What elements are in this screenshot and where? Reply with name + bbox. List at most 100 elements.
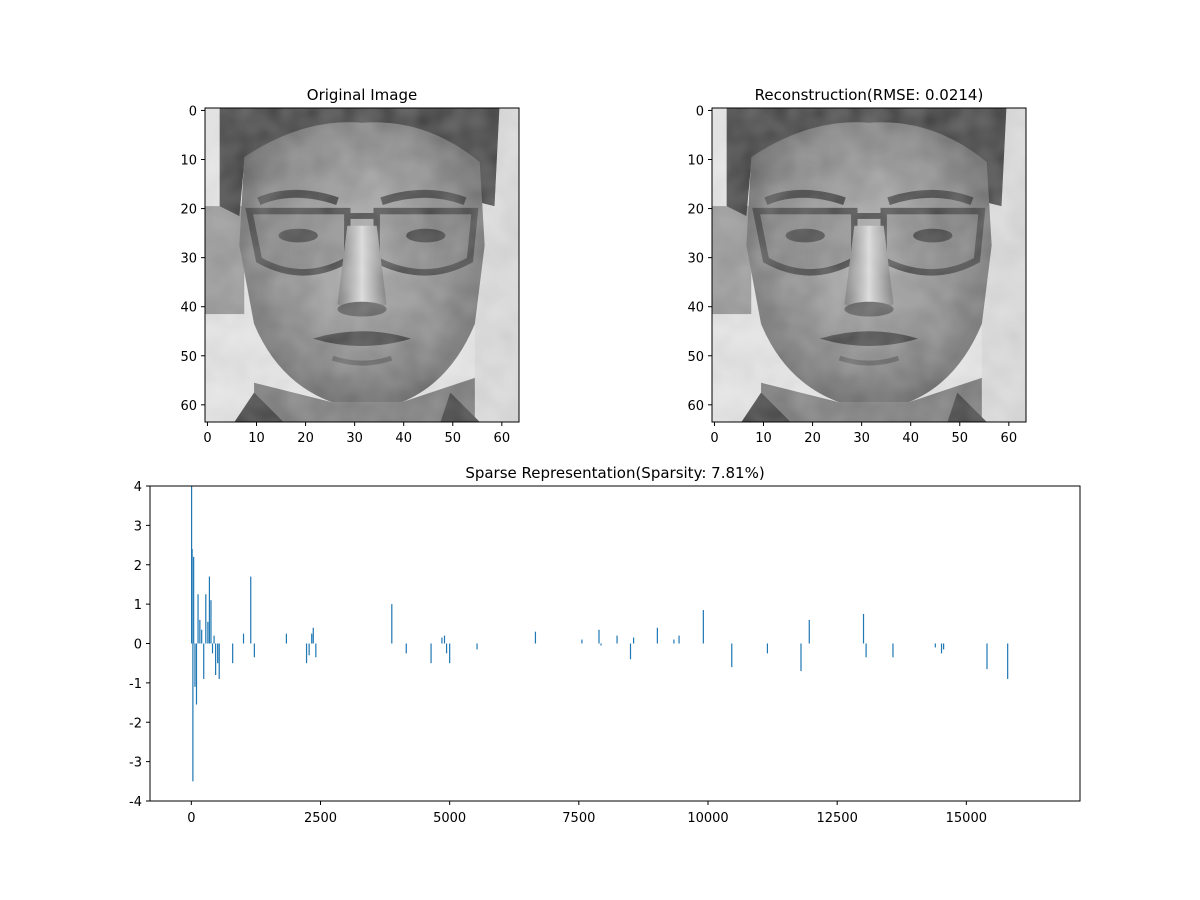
original-image-panel: Original Image 0 10 20 30 40 50 60 0 10 20 30 40 50 60 [180, 86, 519, 446]
bar [217, 643, 219, 664]
bar [943, 643, 945, 650]
axes-frame [711, 107, 1027, 423]
bar [986, 643, 988, 670]
bar [405, 643, 407, 654]
bar [218, 643, 220, 679]
x-tick-label: 10 [248, 431, 265, 446]
bar [211, 643, 214, 654]
y-tick-label: -3 [129, 756, 142, 771]
bar [308, 643, 310, 656]
bar [441, 637, 443, 644]
bar [208, 576, 211, 644]
bar [656, 627, 658, 644]
bar [940, 643, 943, 654]
bar [581, 639, 583, 644]
bar [207, 621, 209, 644]
bar [808, 619, 810, 644]
bar [213, 635, 215, 644]
bar [862, 613, 865, 644]
x-tick-label: 60 [1001, 431, 1018, 446]
panel-title: Original Image [307, 86, 417, 104]
face-image [712, 108, 1026, 422]
y-tick-label: -2 [129, 716, 142, 731]
bar [600, 643, 602, 646]
bar [195, 643, 198, 705]
bar [449, 643, 451, 664]
y-tick-label: 60 [180, 399, 197, 414]
bar-series [190, 486, 1009, 782]
y-tick-label: 2 [134, 559, 142, 574]
bar [476, 643, 478, 650]
bar [242, 633, 245, 644]
y-tick-label: 0 [189, 104, 197, 119]
y-tick-label: 1 [134, 598, 142, 613]
y-tick-label: 50 [180, 350, 197, 365]
bar [673, 639, 675, 644]
bar [285, 633, 287, 644]
x-tick-label: 5000 [433, 811, 466, 826]
x-tick-label: 7500 [562, 811, 595, 826]
bar [678, 635, 680, 644]
y-tick-label: 3 [134, 519, 142, 534]
bar [629, 643, 632, 660]
x-tick-label: 0 [203, 431, 211, 446]
x-tick-label: 60 [494, 431, 511, 446]
y-tick-label: 0 [696, 104, 704, 119]
bar [800, 643, 802, 672]
x-tick-label: 50 [444, 431, 461, 446]
y-tick-label: 30 [687, 252, 704, 267]
y-tick-label: 50 [687, 350, 704, 365]
bar [315, 643, 317, 658]
bar [731, 643, 733, 668]
x-tick-label: 50 [951, 431, 968, 446]
bar [205, 594, 207, 644]
x-tick-label: 2500 [304, 811, 337, 826]
y-tick-label: -4 [129, 795, 142, 810]
x-tick-label: 0 [187, 811, 195, 826]
bar [443, 635, 446, 644]
x-tick-label: 12500 [816, 811, 857, 826]
bar [201, 629, 203, 644]
bar [766, 643, 769, 654]
bar [391, 604, 393, 644]
chart-title: Sparse Representation(Sparsity: 7.81%) [465, 464, 764, 482]
bar [430, 643, 432, 664]
bar [210, 600, 212, 644]
y-tick-label: 4 [134, 480, 142, 495]
bar [445, 643, 448, 654]
bar [203, 643, 205, 679]
bar [199, 619, 201, 644]
bar [702, 610, 704, 644]
x-tick-label: 10 [755, 431, 772, 446]
bar [892, 643, 894, 658]
bar [253, 643, 255, 658]
y-tick-label: 10 [687, 154, 704, 169]
panel-title: Reconstruction(RMSE: 0.0214) [755, 86, 984, 104]
y-tick-label: 20 [687, 203, 704, 218]
bar [192, 643, 194, 782]
bar [934, 643, 936, 648]
bar [312, 627, 314, 644]
x-tick-label: 30 [853, 431, 870, 446]
x-tick-label: 15000 [946, 811, 987, 826]
axes-frame [204, 107, 520, 423]
y-tick-label: -1 [129, 677, 142, 692]
bar [633, 637, 635, 644]
y-tick-label: 40 [180, 301, 197, 316]
bar [311, 633, 313, 644]
bar [197, 594, 199, 644]
bar [215, 643, 217, 675]
bar [534, 631, 537, 644]
bar [1007, 643, 1009, 679]
bar [865, 643, 867, 658]
x-tick-label: 0 [710, 431, 718, 446]
x-tick-label: 30 [346, 431, 363, 446]
bar [232, 643, 234, 664]
reconstruction-panel: Reconstruction(RMSE: 0.0214) 0 10 20 30 40 50 6… [687, 86, 1026, 446]
x-tick-label: 20 [297, 431, 314, 446]
sparse-representation-chart: Sparse Representation(Sparsity: 7.81%) 0 2… [129, 464, 1081, 826]
y-tick-label: 30 [180, 252, 197, 267]
x-tick-label: 10000 [687, 811, 728, 826]
bar [616, 635, 618, 644]
